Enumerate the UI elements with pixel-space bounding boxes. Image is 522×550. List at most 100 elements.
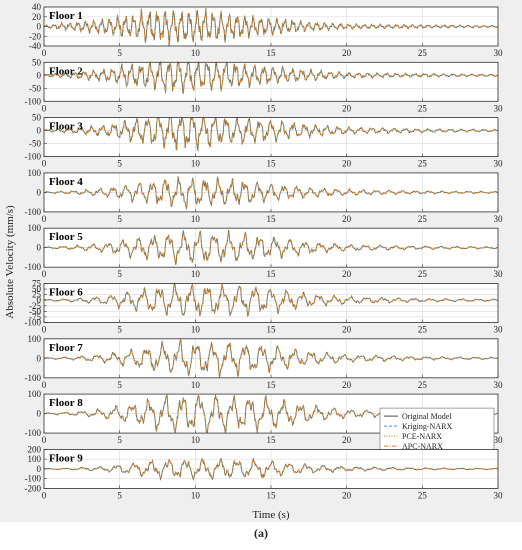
y-tick-label: 75 xyxy=(32,279,42,289)
x-tick-label: 15 xyxy=(267,214,277,224)
y-tick-label: 0 xyxy=(37,353,42,363)
series-line-apc-floor-2 xyxy=(43,61,499,94)
y-tick-label: 0 xyxy=(37,187,42,197)
x-tick-label: 25 xyxy=(418,214,428,224)
y-tick-label: -40 xyxy=(29,41,41,51)
caption-text: (a) xyxy=(254,526,268,540)
floor-label-6: Floor 6 xyxy=(49,287,83,299)
y-tick-label: -50 xyxy=(29,139,41,149)
series-line-apc-floor-7 xyxy=(44,338,499,378)
y-tick-label: 50 xyxy=(32,284,42,294)
figure-caption: (a) xyxy=(0,526,522,541)
y-tick-label: -200 xyxy=(25,483,42,493)
y-axis-title: Absolute Velocity (mm/s) xyxy=(4,205,16,319)
x-tick-label: 25 xyxy=(418,380,428,390)
x-tick-label: 5 xyxy=(117,48,122,58)
x-tick-label: 5 xyxy=(117,159,122,169)
x-tick-label: 25 xyxy=(418,48,428,58)
legend-entry: PCE-NARX xyxy=(402,432,442,441)
y-tick-label: -100 xyxy=(25,318,42,328)
x-tick-label: 10 xyxy=(191,214,201,224)
x-tick-label: 25 xyxy=(418,269,428,279)
y-tick-label: 100 xyxy=(28,168,42,178)
x-tick-label: 20 xyxy=(342,159,352,169)
y-tick-label: -100 xyxy=(25,96,42,106)
y-tick-label: -100 xyxy=(25,152,42,162)
x-tick-label: 15 xyxy=(267,269,277,279)
x-tick-label: 15 xyxy=(267,103,277,113)
x-tick-label: 20 xyxy=(342,103,352,113)
x-tick-label: 0 xyxy=(42,325,47,335)
y-tick-label: -100 xyxy=(25,262,42,272)
series-line-pce-floor-8 xyxy=(43,394,499,435)
series-line-apc-floor-9 xyxy=(44,457,499,481)
x-tick-label: 5 xyxy=(117,380,122,390)
x-tick-label: 20 xyxy=(342,269,352,279)
x-tick-label: 30 xyxy=(494,103,504,113)
x-tick-label: 10 xyxy=(191,325,201,335)
y-tick-label: 100 xyxy=(28,389,42,399)
x-tick-label: 30 xyxy=(494,214,504,224)
x-tick-label: 0 xyxy=(42,159,47,169)
x-tick-label: 15 xyxy=(267,159,277,169)
x-tick-label: 30 xyxy=(494,435,504,445)
x-tick-label: 10 xyxy=(191,269,201,279)
x-tick-label: 5 xyxy=(117,435,122,445)
x-tick-label: 25 xyxy=(418,325,428,335)
y-tick-label: -20 xyxy=(29,31,41,41)
x-tick-label: 5 xyxy=(117,103,122,113)
x-tick-label: 0 xyxy=(42,103,47,113)
legend-entry: APC-NARX xyxy=(402,442,443,451)
x-tick-label: 20 xyxy=(342,490,352,500)
x-tick-label: 0 xyxy=(42,435,47,445)
x-tick-label: 5 xyxy=(117,269,122,279)
series-line-apc-floor-1 xyxy=(43,8,499,47)
x-axis-title: Time (s) xyxy=(252,509,290,521)
x-tick-label: 15 xyxy=(267,490,277,500)
y-tick-label: 25 xyxy=(32,290,42,300)
y-tick-label: -50 xyxy=(29,306,41,316)
x-tick-label: 20 xyxy=(342,48,352,58)
x-tick-label: 30 xyxy=(494,490,504,500)
x-tick-label: 10 xyxy=(191,48,201,58)
figure-panel: -40 -20 0 20 40 0 5 10 15 20 25 30 Floor 1 -100 -50 0 50… xyxy=(0,0,522,522)
legend-entry: Original Model xyxy=(402,412,452,421)
x-tick-label: 5 xyxy=(117,214,122,224)
series-line-apc-floor-6 xyxy=(43,282,499,317)
y-tick-label: -100 xyxy=(25,428,42,438)
series-line-apc-floor-4 xyxy=(44,176,498,209)
y-tick-label: 0 xyxy=(37,243,42,253)
y-tick-label: 100 xyxy=(28,334,42,344)
y-tick-label: -100 xyxy=(25,373,42,383)
floor-label-9: Floor 9 xyxy=(49,452,83,464)
series-line-apc-floor-5 xyxy=(43,230,498,265)
x-tick-label: 0 xyxy=(42,380,47,390)
y-tick-label: -50 xyxy=(29,83,41,93)
floor-label-3: Floor 3 xyxy=(49,121,83,133)
x-tick-label: 30 xyxy=(494,269,504,279)
y-tick-label: 50 xyxy=(32,57,42,67)
y-tick-label: 0 xyxy=(37,295,42,305)
y-tick-label: 100 xyxy=(28,223,42,233)
y-tick-label: 50 xyxy=(32,113,42,123)
x-tick-label: 20 xyxy=(342,435,352,445)
x-tick-label: 25 xyxy=(418,103,428,113)
x-tick-label: 10 xyxy=(191,435,201,445)
y-tick-label: -100 xyxy=(25,207,42,217)
legend-box xyxy=(379,407,495,453)
x-tick-label: 15 xyxy=(267,380,277,390)
x-tick-label: 15 xyxy=(267,48,277,58)
y-tick-label: 0 xyxy=(37,464,42,474)
floor-label-4: Floor 4 xyxy=(49,176,83,188)
x-tick-label: 20 xyxy=(342,214,352,224)
x-tick-label: 5 xyxy=(117,490,122,500)
x-tick-label: 0 xyxy=(42,214,47,224)
y-tick-label: 20 xyxy=(32,12,42,22)
y-tick-label: 40 xyxy=(32,2,42,12)
legend-entry: Kriging-NARX xyxy=(402,422,452,431)
x-tick-label: 20 xyxy=(342,325,352,335)
x-tick-label: 10 xyxy=(191,490,201,500)
x-tick-label: 0 xyxy=(42,48,47,58)
x-tick-label: 20 xyxy=(342,380,352,390)
x-tick-label: 30 xyxy=(494,159,504,169)
